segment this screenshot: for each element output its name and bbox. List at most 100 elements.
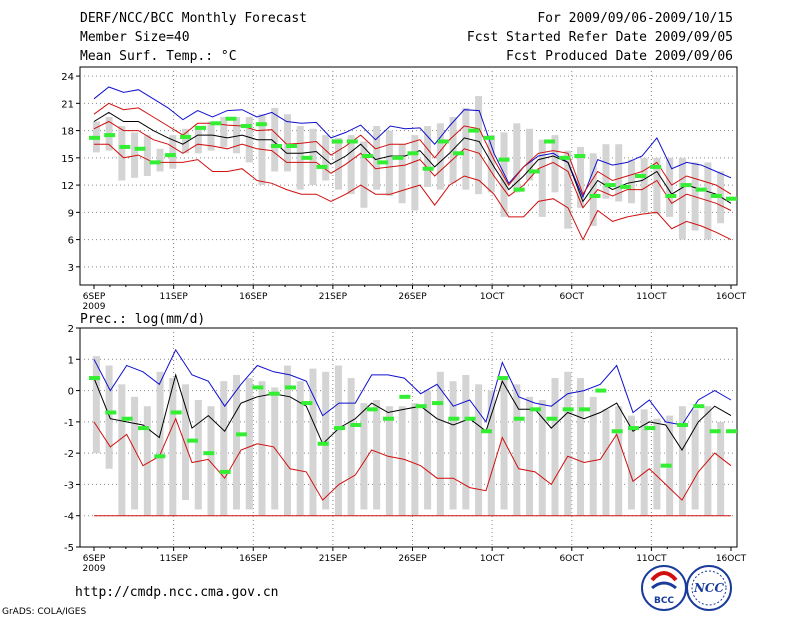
- spread-box: [424, 126, 432, 187]
- spread-box: [309, 128, 317, 186]
- spread-box: [143, 135, 151, 176]
- spread-box: [347, 378, 355, 516]
- series-line-minus_sigma: [93, 120, 732, 211]
- spread-box: [258, 381, 266, 516]
- spread-box: [207, 121, 215, 151]
- obs-marker: [628, 426, 639, 431]
- forecast-period: For 2009/09/06-2009/10/15: [537, 11, 733, 26]
- spread-box: [131, 396, 139, 510]
- obs-marker: [650, 164, 662, 169]
- produced-date: Fcst Produced Date 2009/09/06: [506, 49, 733, 64]
- obs-marker: [334, 426, 345, 431]
- y-tick-label: -5: [64, 543, 74, 554]
- obs-marker: [187, 438, 198, 443]
- obs-marker: [285, 385, 296, 390]
- obs-marker: [154, 454, 166, 459]
- spread-box: [194, 126, 202, 154]
- obs-marker: [399, 394, 411, 399]
- spread-box: [411, 403, 419, 516]
- obs-marker: [236, 432, 247, 437]
- spread-box: [309, 368, 317, 516]
- x-tick-label: 16OCT: [716, 554, 747, 564]
- y-tick-label: 21: [61, 99, 74, 110]
- y-tick-label: -1: [64, 418, 74, 429]
- spread-box: [194, 399, 202, 510]
- spread-box: [487, 390, 495, 516]
- obs-marker: [559, 155, 571, 160]
- spread-box: [283, 365, 291, 516]
- obs-marker: [468, 128, 480, 133]
- x-tick-label: 6SEP: [83, 554, 106, 564]
- x-tick-label: 16OCT: [716, 292, 747, 302]
- y-tick-label: 1: [68, 355, 74, 366]
- grads-credit: GrADS: COLA/IGES: [2, 607, 86, 617]
- obs-marker: [195, 125, 207, 130]
- y-tick-label: 12: [61, 181, 74, 192]
- x-tick-label: 1OCT: [480, 554, 505, 564]
- obs-marker: [464, 416, 476, 421]
- x-tick-label: 16SEP: [239, 292, 268, 302]
- bcc-logo: BCC: [641, 565, 687, 611]
- obs-marker: [513, 187, 525, 192]
- obs-marker: [422, 166, 434, 171]
- spread-box: [627, 415, 635, 510]
- spread-box: [118, 384, 126, 516]
- obs-marker: [604, 183, 616, 188]
- x-tick-label: 16SEP: [239, 554, 268, 564]
- ncc-logo: NCC: [686, 565, 732, 611]
- member-size: Member Size=40: [80, 30, 190, 45]
- spread-box: [411, 135, 419, 211]
- spread-box: [475, 96, 483, 195]
- obs-marker: [271, 144, 282, 149]
- obs-marker: [105, 410, 117, 415]
- obs-marker: [268, 391, 280, 396]
- x-tick-label: 21SEP: [319, 292, 348, 302]
- spread-box: [436, 371, 444, 516]
- source-url[interactable]: http://cmdp.ncc.cma.gov.cn: [75, 585, 279, 600]
- spread-box: [207, 406, 215, 516]
- y-tick-label: -3: [64, 480, 74, 491]
- spread-box: [436, 123, 444, 190]
- y-tick-label: 24: [61, 72, 74, 83]
- y-tick-label: 0: [68, 387, 74, 398]
- obs-marker: [331, 139, 343, 144]
- spread-box: [182, 128, 190, 154]
- spread-box: [513, 123, 521, 193]
- y-tick-label: 9: [68, 208, 74, 219]
- spread-box: [143, 406, 151, 516]
- svg-text:NCC: NCC: [693, 581, 725, 595]
- spread-box: [373, 126, 381, 190]
- spread-box: [678, 406, 686, 516]
- spread-box: [220, 381, 228, 516]
- spread-box: [576, 378, 584, 516]
- obs-marker: [134, 146, 146, 151]
- y-tick-label: 15: [61, 154, 74, 165]
- obs-marker: [350, 422, 362, 427]
- spread-box: [385, 130, 393, 196]
- spread-box: [449, 381, 457, 510]
- spread-box: [245, 378, 253, 510]
- spread-box: [538, 139, 546, 217]
- obs-marker: [665, 193, 677, 198]
- obs-marker: [497, 376, 509, 381]
- y-tick-label: 2: [68, 324, 74, 335]
- obs-marker: [709, 429, 721, 434]
- figure-title: DERF/NCC/BCC Monthly Forecast: [80, 11, 307, 26]
- spread-box: [373, 399, 381, 510]
- spread-box: [564, 150, 572, 229]
- obs-marker: [286, 144, 298, 149]
- obs-marker: [453, 151, 464, 156]
- x-tick-label: 26SEP: [398, 292, 427, 302]
- obs-marker: [301, 401, 313, 406]
- obs-marker: [121, 416, 133, 421]
- obs-marker: [544, 139, 555, 144]
- spread-box: [602, 144, 610, 199]
- spread-box: [398, 406, 406, 516]
- spread-box: [717, 421, 725, 516]
- obs-marker: [513, 416, 525, 421]
- spread-box: [538, 399, 546, 516]
- obs-marker: [362, 154, 373, 159]
- y-tick-label: 6: [68, 236, 74, 247]
- obs-marker: [619, 184, 631, 189]
